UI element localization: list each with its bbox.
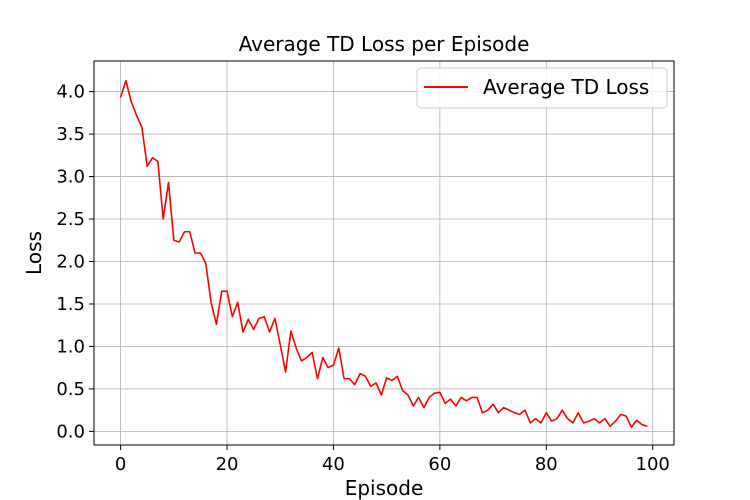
y-tick-label: 0.5: [56, 379, 85, 400]
grid-lines: [94, 61, 674, 445]
y-axis-label: Loss: [22, 231, 46, 275]
series-layer: [119, 79, 648, 428]
y-tick-label: 2.0: [56, 251, 85, 272]
x-tick-labels: 0 20 40 60 80 100: [115, 454, 670, 475]
plot-frame: [93, 60, 675, 446]
tick-marks: [89, 91, 654, 450]
legend-label-average-td-loss: Average TD Loss: [483, 75, 649, 99]
y-tick-labels: 0.0 0.5 1.0 1.5 2.0 2.5 3.0 3.5 4.0: [56, 82, 85, 443]
y-tick-label: 3.0: [56, 167, 85, 188]
x-axis-label: Episode: [345, 476, 424, 500]
y-tick-label: 4.0: [56, 82, 85, 103]
x-tick-label: 80: [535, 454, 558, 475]
x-tick-label: 40: [322, 454, 345, 475]
x-tick-label: 60: [428, 454, 451, 475]
x-tick-label: 20: [216, 454, 239, 475]
chart-title: Average TD Loss per Episode: [239, 32, 530, 56]
x-tick-label: 0: [115, 454, 126, 475]
y-tick-label: 2.5: [56, 209, 85, 230]
x-tick-label: 100: [636, 454, 670, 475]
series-line-average-td-loss: [119, 79, 648, 428]
y-tick-label: 3.5: [56, 124, 85, 145]
y-tick-label: 1.5: [56, 294, 85, 315]
y-tick-label: 0.0: [56, 421, 85, 442]
y-tick-label: 1.0: [56, 336, 85, 357]
legend: Average TD Loss: [416, 67, 668, 109]
legend-box: [416, 67, 668, 109]
